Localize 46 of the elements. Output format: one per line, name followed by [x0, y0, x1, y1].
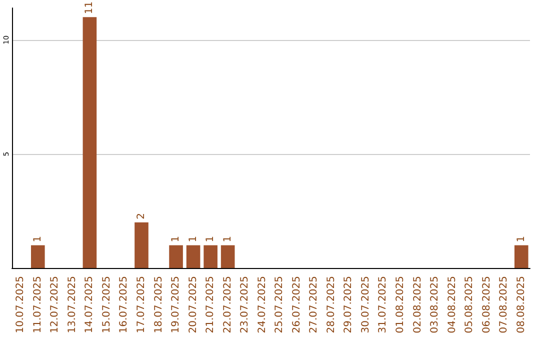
x-tick-label: 22.07.2025: [222, 276, 234, 334]
bar: [169, 245, 183, 268]
data-label: 1: [188, 236, 199, 242]
data-label: 1: [32, 236, 44, 242]
x-tick-label: 24.07.2025: [256, 276, 268, 334]
x-tick-label: 05.08.2025: [464, 276, 476, 334]
x-tick-label: 07.08.2025: [498, 276, 510, 334]
x-tick-label: 13.07.2025: [66, 276, 78, 334]
bar: [30, 245, 45, 268]
bar: [186, 245, 200, 268]
x-tick-label: 04.08.2025: [446, 276, 458, 334]
x-tick-label: 26.07.2025: [291, 276, 302, 334]
data-label: 2: [136, 213, 147, 220]
x-tick-label: 14.07.2025: [84, 276, 96, 334]
x-tick-label: 03.08.2025: [430, 276, 441, 334]
x-tick-label: 29.07.2025: [343, 276, 354, 334]
x-tick-label: 23.07.2025: [240, 276, 251, 334]
bar: [134, 222, 148, 268]
bar: [204, 245, 218, 268]
x-tick-label: 27.07.2025: [308, 276, 320, 334]
x-tick-label: 01.08.2025: [395, 276, 406, 334]
x-tick-label: 06.08.2025: [481, 276, 492, 334]
data-label: 1: [222, 236, 234, 242]
x-tick-label: 02.08.2025: [412, 276, 424, 334]
bar: [82, 17, 97, 268]
x-tick-label: 17.07.2025: [136, 276, 147, 334]
x-tick-label: 31.07.2025: [378, 276, 389, 334]
x-tick-label: 11.07.2025: [32, 276, 44, 334]
x-tick-label: 19.07.2025: [170, 276, 182, 334]
x-tick-label: 21.07.2025: [205, 276, 216, 334]
data-label: 11: [84, 1, 96, 14]
data-label: 1: [516, 236, 527, 242]
x-tick-label: 12.07.2025: [50, 276, 61, 334]
x-tick-label: 08.08.2025: [516, 276, 527, 334]
x-tick-label: 10.07.2025: [15, 276, 26, 334]
data-label: 1: [205, 236, 216, 242]
data-label: 1: [170, 236, 182, 242]
x-tick-label: 16.07.2025: [118, 276, 130, 334]
x-tick-label: 28.07.2025: [326, 276, 337, 334]
bar: [514, 245, 528, 268]
bar: [220, 245, 235, 268]
x-tick-label: 25.07.2025: [274, 276, 286, 334]
x-tick-label: 30.07.2025: [360, 276, 372, 334]
x-tick-label: 18.07.2025: [153, 276, 164, 334]
x-tick-label: 15.07.2025: [101, 276, 112, 334]
x-tick-label: 20.07.2025: [188, 276, 199, 334]
